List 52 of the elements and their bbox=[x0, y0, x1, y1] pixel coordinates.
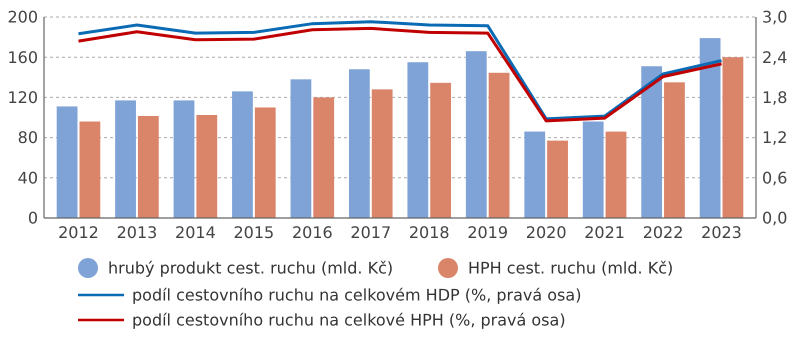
y-tick-label: 120 bbox=[7, 88, 38, 107]
x-tick-label: 2020 bbox=[526, 223, 566, 242]
bar bbox=[254, 107, 276, 218]
legend-label: hrubý produkt cest. ruchu (mld. Kč) bbox=[108, 258, 394, 278]
legend-label: HPH cest. ruchu (mld. Kč) bbox=[468, 258, 674, 278]
legend-label: podíl cestovního ruchu na celkové HPH (%, pravá osa) bbox=[132, 310, 566, 330]
y2-tick-label: 2,4 bbox=[762, 48, 788, 67]
bar bbox=[722, 57, 744, 218]
bar bbox=[174, 100, 194, 218]
y2-tick-label: 3,0 bbox=[762, 8, 788, 27]
y2-tick-label: 0,0 bbox=[762, 208, 788, 228]
bar bbox=[466, 51, 487, 218]
x-tick-label: 2023 bbox=[701, 223, 742, 242]
y-tick-label: 80 bbox=[18, 128, 38, 148]
y-tick-label: 200 bbox=[7, 8, 38, 27]
x-tick-label: 2019 bbox=[467, 223, 508, 242]
y-tick-label: 0 bbox=[28, 208, 38, 228]
bar bbox=[348, 69, 370, 218]
bar bbox=[79, 122, 100, 218]
bar bbox=[488, 72, 510, 218]
x-tick-label: 2015 bbox=[234, 223, 274, 242]
bar bbox=[372, 89, 393, 218]
x-tick-label: 2017 bbox=[350, 223, 392, 242]
bar bbox=[232, 91, 253, 218]
x-tick-label: 2016 bbox=[292, 223, 333, 242]
bar bbox=[115, 100, 136, 218]
bar bbox=[138, 116, 159, 218]
x-tick-label: 2014 bbox=[175, 223, 216, 242]
y2-tick-label: 1,8 bbox=[762, 88, 788, 107]
x-tick-label: 2022 bbox=[642, 223, 684, 242]
x-tick-label: 2012 bbox=[58, 223, 99, 242]
bar bbox=[56, 106, 78, 218]
bar bbox=[407, 62, 428, 218]
x-tick-label: 2021 bbox=[584, 223, 625, 242]
bar bbox=[430, 82, 452, 218]
y-tick-label: 40 bbox=[18, 168, 38, 188]
bar bbox=[700, 38, 721, 218]
x-tick-label: 2018 bbox=[408, 223, 450, 242]
bar bbox=[582, 122, 604, 218]
x-tick-label: 2013 bbox=[116, 223, 158, 242]
y2-tick-label: 0,6 bbox=[762, 168, 788, 188]
bar bbox=[524, 132, 546, 218]
bar bbox=[547, 140, 568, 218]
y2-tick-label: 1,2 bbox=[762, 128, 788, 148]
bar bbox=[196, 114, 218, 218]
bar bbox=[664, 82, 685, 218]
bar bbox=[606, 132, 626, 218]
bar bbox=[313, 97, 334, 218]
bar bbox=[641, 66, 662, 218]
y-tick-label: 160 bbox=[7, 48, 38, 67]
legend-label: podíl cestovního ruchu na celkovém HDP (%, pravá osa) bbox=[132, 286, 582, 305]
bar bbox=[290, 79, 312, 218]
